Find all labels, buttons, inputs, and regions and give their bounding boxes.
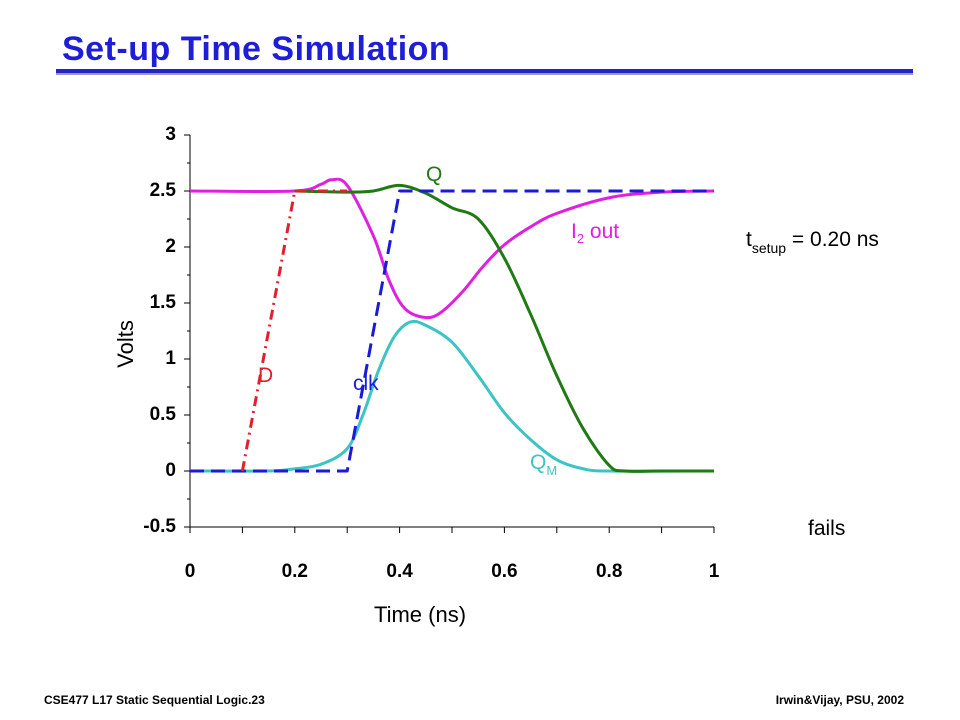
y-tick-label: 2.5 [150,180,177,201]
x-tick-label: 0.6 [491,561,517,582]
series-label-QM: QM [530,451,557,478]
y-tick-label: -0.5 [143,516,176,537]
x-tick-label: 0.4 [386,561,413,582]
x-axis-label: Time (ns) [374,602,466,627]
x-tick-label: 0.2 [282,561,308,582]
y-tick-label: 0 [165,460,176,481]
series-line-clk [190,189,714,473]
setup-time-annotation: tsetup = 0.20 ns [746,228,879,256]
y-tick-label: 1 [165,348,176,369]
fails-annotation: fails [808,517,845,540]
y-axis-label: Volts [113,320,138,368]
x-tick-label: 0.8 [596,561,622,582]
title-underline-shadow [56,73,913,75]
y-tick-label: 2 [165,236,176,257]
series-label-I2: I2 out [571,220,619,246]
x-tick-label: 0 [185,561,196,582]
y-tick-label: 0.5 [150,404,177,425]
y-tick-label: 3 [165,124,176,145]
series-line-Q [294,183,714,473]
y-tick-label: 1.5 [150,292,177,313]
x-tick-label: 1 [709,561,720,582]
series-label-clk: clk [353,372,379,395]
series-line-D [240,189,348,472]
footer-course: CSE477 L17 Static Sequential Logic.23 [44,693,265,707]
series-label-D: D [258,364,273,387]
series-label-Q: Q [426,163,442,186]
series-line-QM [189,319,715,473]
slide-title: Set-up Time Simulation [62,30,451,68]
footer-authors: Irwin&Vijay, PSU, 2002 [775,693,904,707]
title-underline [56,69,913,73]
chart-ticks: -0.5 0 0.5 1 1.5 2 2.5 3 0 0.2 0.4 0.6 0.8 1 [143,124,719,582]
chart-series [189,177,715,473]
series-line-I2-out [189,177,715,320]
